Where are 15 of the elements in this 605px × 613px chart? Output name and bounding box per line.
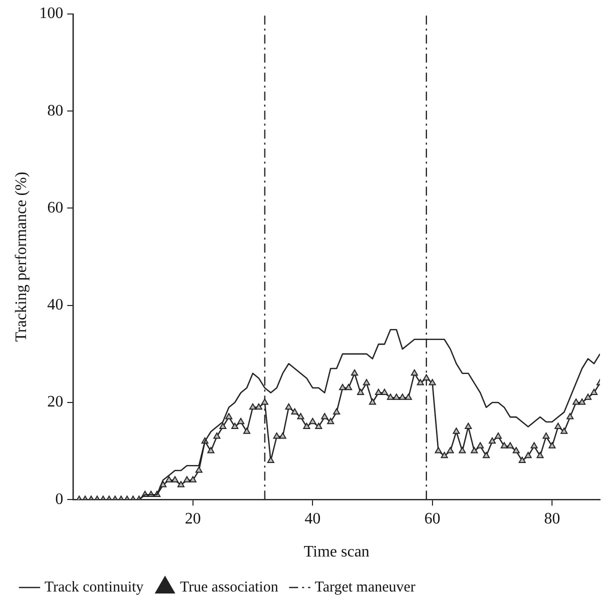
y-tick-label: 0 — [55, 490, 64, 508]
y-tick-label: 40 — [47, 296, 64, 314]
y-tick-label: 20 — [47, 394, 64, 411]
y-tick-label: 60 — [47, 199, 64, 216]
y-tick-label: 100 — [39, 5, 64, 22]
x-tick-label: 20 — [184, 510, 201, 528]
x-tick-label: 80 — [544, 510, 560, 528]
legend-label: Track continuity — [44, 579, 144, 596]
x-tick-label: 60 — [424, 510, 440, 528]
x-tick-label: 40 — [304, 510, 321, 528]
x-axis-title: Time scan — [304, 544, 370, 561]
y-axis-title: Tracking performance (%) — [12, 172, 30, 342]
y-tick-label: 80 — [47, 102, 64, 120]
legend-label: Target maneuver — [314, 579, 416, 596]
legend-label: True association — [180, 579, 279, 596]
